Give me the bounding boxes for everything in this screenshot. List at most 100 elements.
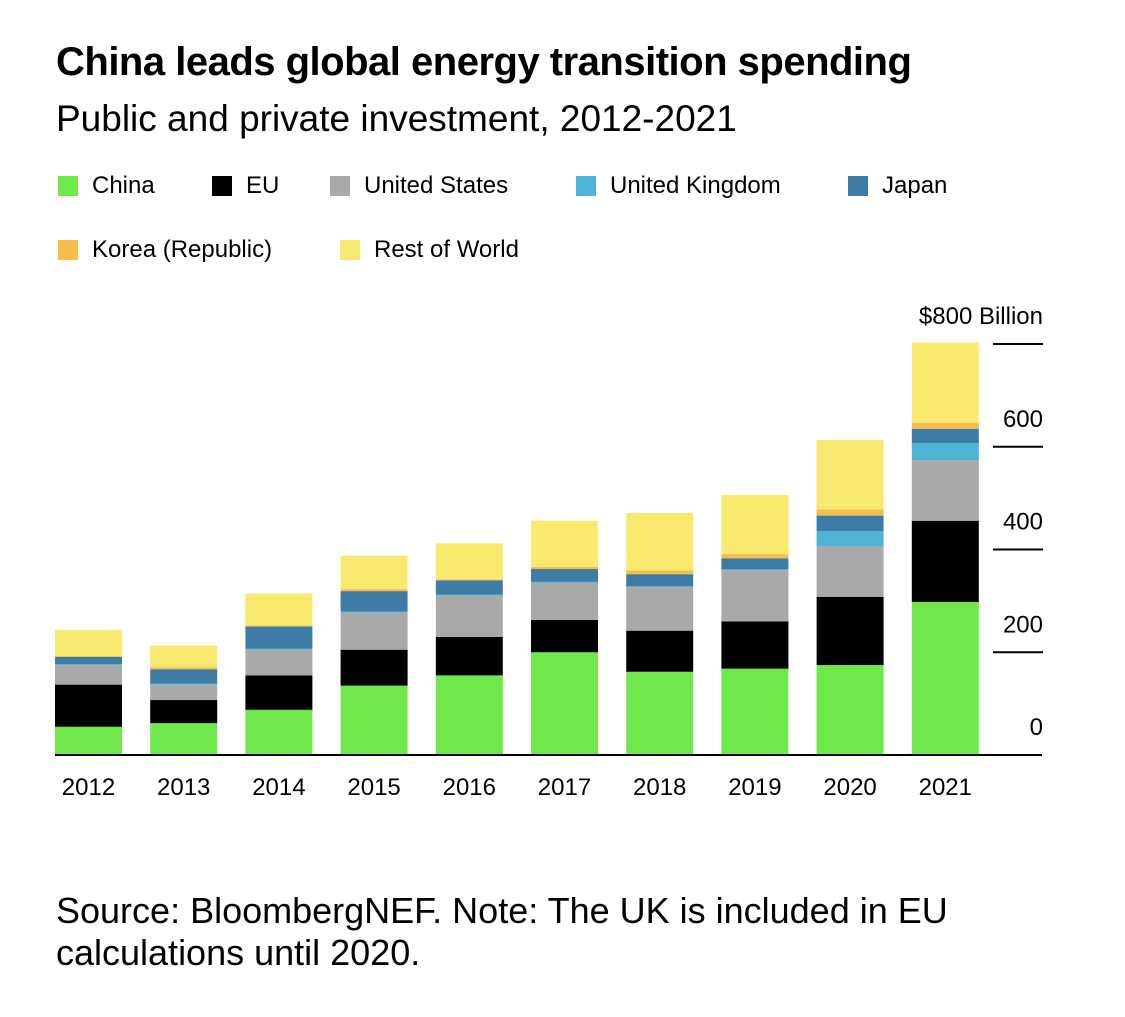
- legend-label-japan: Japan: [882, 172, 948, 199]
- legend-item-united-states: United States: [330, 168, 508, 204]
- x-tick-label-2017: 2017: [538, 774, 591, 801]
- bar-2017-united-kingdom: [531, 581, 598, 583]
- bar-2020-china: [816, 665, 884, 755]
- bar-2013-china: [150, 723, 218, 755]
- bar-2014-eu: [245, 675, 313, 710]
- bar-2012-rest-of-world: [55, 630, 122, 656]
- x-tick-label-2015: 2015: [347, 774, 400, 801]
- bar-2014-united-kingdom: [245, 648, 313, 650]
- legend-swatch-japan: [848, 176, 868, 196]
- bar-2017-china: [531, 652, 598, 755]
- bar-2021-united-states: [911, 460, 979, 521]
- bar-2018-japan: [626, 574, 694, 586]
- bar-2013-united-kingdom: [150, 683, 218, 685]
- chart-title: China leads global energy transition spe…: [56, 40, 912, 84]
- bar-2019-united-kingdom: [721, 569, 789, 571]
- stacked-bar-chart: 2012 2013 2014 2015 2016 2017 2018 2019 2020 2021…: [55, 303, 1043, 801]
- legend-item-korea: Korea (Republic): [58, 232, 272, 268]
- legend-label-china: China: [92, 172, 155, 199]
- bar-2021-united-kingdom: [911, 443, 979, 461]
- x-tick-label-2019: 2019: [728, 774, 781, 801]
- bar-2018-china: [626, 671, 694, 755]
- legend-label-eu: EU: [246, 172, 280, 199]
- y-tick-label-0: 0: [1030, 714, 1043, 741]
- bar-2021-china: [911, 601, 979, 755]
- bar-2021-rest-of-world: [911, 342, 979, 423]
- legend-swatch-china: [58, 176, 78, 196]
- bar-2018-eu: [626, 630, 694, 672]
- bar-2020-united-kingdom: [816, 531, 884, 547]
- bar-2019-korea-republic: [721, 554, 789, 559]
- legend-swatch-united-kingdom: [576, 176, 596, 196]
- bar-2019-japan: [721, 558, 789, 570]
- bar-2014-rest-of-world: [245, 593, 313, 626]
- bar-2013-united-states: [150, 684, 218, 701]
- legend-item-eu: EU: [212, 168, 279, 204]
- bar-2017-korea-republic: [531, 566, 598, 570]
- bar-2019-eu: [721, 621, 789, 669]
- legend-item-china: China: [58, 168, 155, 204]
- bar-2019-united-states: [721, 570, 789, 622]
- bar-2015-rest-of-world: [340, 555, 408, 590]
- legend-item-united-kingdom: United Kingdom: [576, 168, 781, 204]
- bar-2018-korea-republic: [626, 570, 694, 575]
- bar-2014-korea-republic: [245, 625, 313, 627]
- bar-2013-japan: [150, 669, 218, 684]
- y-tick-label-800: $800 Billion: [919, 303, 1043, 330]
- legend-swatch-rest-of-world: [340, 240, 360, 260]
- bar-2016-korea-republic: [435, 579, 503, 581]
- bar-2021-japan: [911, 428, 979, 444]
- x-tick-label-2012: 2012: [62, 774, 115, 801]
- bar-2015-japan: [340, 591, 408, 612]
- bar-2020-united-states: [816, 546, 884, 597]
- bar-2012-eu: [55, 684, 122, 727]
- bar-2015-china: [340, 685, 408, 755]
- y-tick-label-200: 200: [1003, 611, 1043, 638]
- legend-item-rest-of-world: Rest of World: [340, 232, 519, 268]
- legend-swatch-korea: [58, 240, 78, 260]
- bar-2019-china: [721, 668, 789, 755]
- bar-2016-rest-of-world: [435, 543, 503, 580]
- bar-2018-united-kingdom: [626, 585, 694, 588]
- x-tick-label-2021: 2021: [919, 774, 972, 801]
- bar-2020-rest-of-world: [816, 440, 884, 510]
- chart-subtitle: Public and private investment, 2012-2021: [56, 98, 737, 139]
- bar-2012-united-states: [55, 665, 122, 685]
- bar-2012-china: [55, 726, 122, 755]
- bar-2021-korea-republic: [911, 422, 979, 429]
- bar-2016-united-kingdom: [435, 594, 503, 596]
- bar-2012-united-kingdom: [55, 664, 122, 666]
- bar-2021-eu: [911, 520, 979, 602]
- bar-2020-korea-republic: [816, 509, 884, 516]
- bar-2017-japan: [531, 569, 598, 582]
- bar-2014-japan: [245, 626, 313, 649]
- bar-2013-rest-of-world: [150, 645, 218, 668]
- bar-2017-eu: [531, 619, 598, 653]
- legend-label-korea: Korea (Republic): [92, 236, 273, 263]
- legend-swatch-eu: [212, 176, 232, 196]
- bar-2013-eu: [150, 700, 218, 724]
- bar-2015-united-states: [340, 612, 408, 650]
- bar-2016-united-states: [435, 595, 503, 637]
- x-tick-label-2016: 2016: [443, 774, 496, 801]
- bar-2014-united-states: [245, 649, 313, 676]
- x-tick-label-2018: 2018: [633, 774, 686, 801]
- bar-2020-eu: [816, 596, 884, 666]
- bar-2012-japan: [55, 656, 122, 665]
- bar-2018-rest-of-world: [626, 513, 694, 571]
- legend-label-united-states: United States: [364, 172, 509, 199]
- bar-2020-japan: [816, 515, 884, 532]
- bar-2017-rest-of-world: [531, 520, 598, 567]
- x-tick-label-2020: 2020: [823, 774, 876, 801]
- y-tick-label-400: 400: [1003, 509, 1043, 536]
- legend-label-united-kingdom: United Kingdom: [610, 172, 781, 199]
- bar-2013-korea-republic: [150, 667, 218, 670]
- bar-2015-united-kingdom: [340, 611, 408, 613]
- bar-2012-korea-republic: [55, 655, 122, 657]
- bar-2017-united-states: [531, 582, 598, 620]
- x-tick-label-2014: 2014: [252, 774, 305, 801]
- bar-2015-korea-republic: [340, 589, 408, 592]
- bar-2018-united-states: [626, 587, 694, 631]
- bar-2014-china: [245, 709, 313, 755]
- bar-2015-eu: [340, 649, 408, 686]
